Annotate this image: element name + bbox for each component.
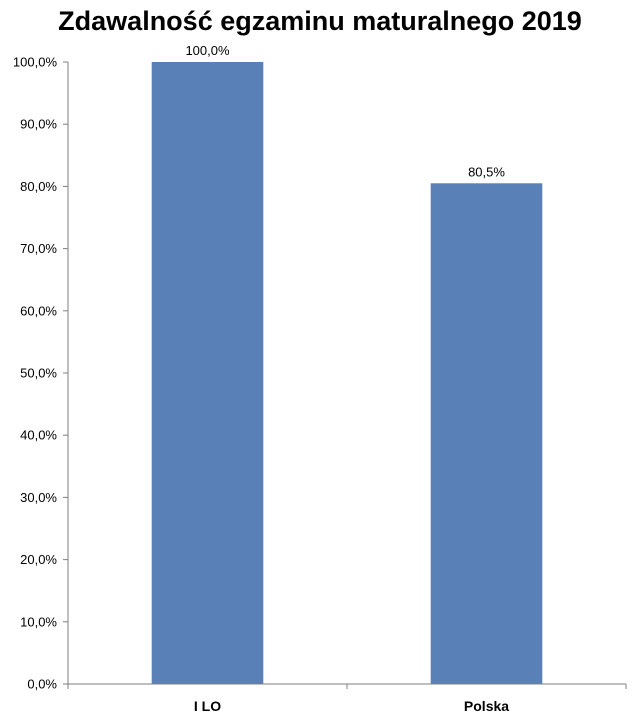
y-tick-label: 20,0%	[20, 552, 57, 567]
category-label-1: Polska	[464, 698, 509, 714]
y-tick-label: 90,0%	[20, 117, 57, 132]
y-axis-ticks: 0,0% 10,0% 20,0% 30,0% 40,0% 50,0% 60,0% 70,0% 8…	[13, 55, 68, 692]
data-labels: 100,0% 80,5%	[185, 43, 505, 179]
bars	[151, 62, 543, 685]
bar-0	[151, 62, 264, 684]
category-label-0: I LO	[194, 698, 221, 714]
axes	[67, 62, 627, 689]
y-tick-label: 100,0%	[13, 55, 58, 70]
y-tick-label: 70,0%	[20, 241, 57, 256]
y-tick-label: 40,0%	[20, 428, 57, 443]
y-tick-label: 10,0%	[20, 614, 57, 629]
y-tick-label: 0,0%	[27, 677, 57, 692]
y-tick-label: 50,0%	[20, 366, 57, 381]
y-tick-label: 30,0%	[20, 490, 57, 505]
data-label-0: 100,0%	[185, 43, 230, 58]
chart-title: Zdawalność egzaminu maturalnego 2019	[58, 6, 582, 36]
category-labels: I LO Polska	[194, 698, 509, 714]
data-label-1: 80,5%	[468, 164, 505, 179]
y-tick-label: 80,0%	[20, 179, 57, 194]
bar-1	[430, 183, 543, 685]
y-tick-label: 60,0%	[20, 303, 57, 318]
